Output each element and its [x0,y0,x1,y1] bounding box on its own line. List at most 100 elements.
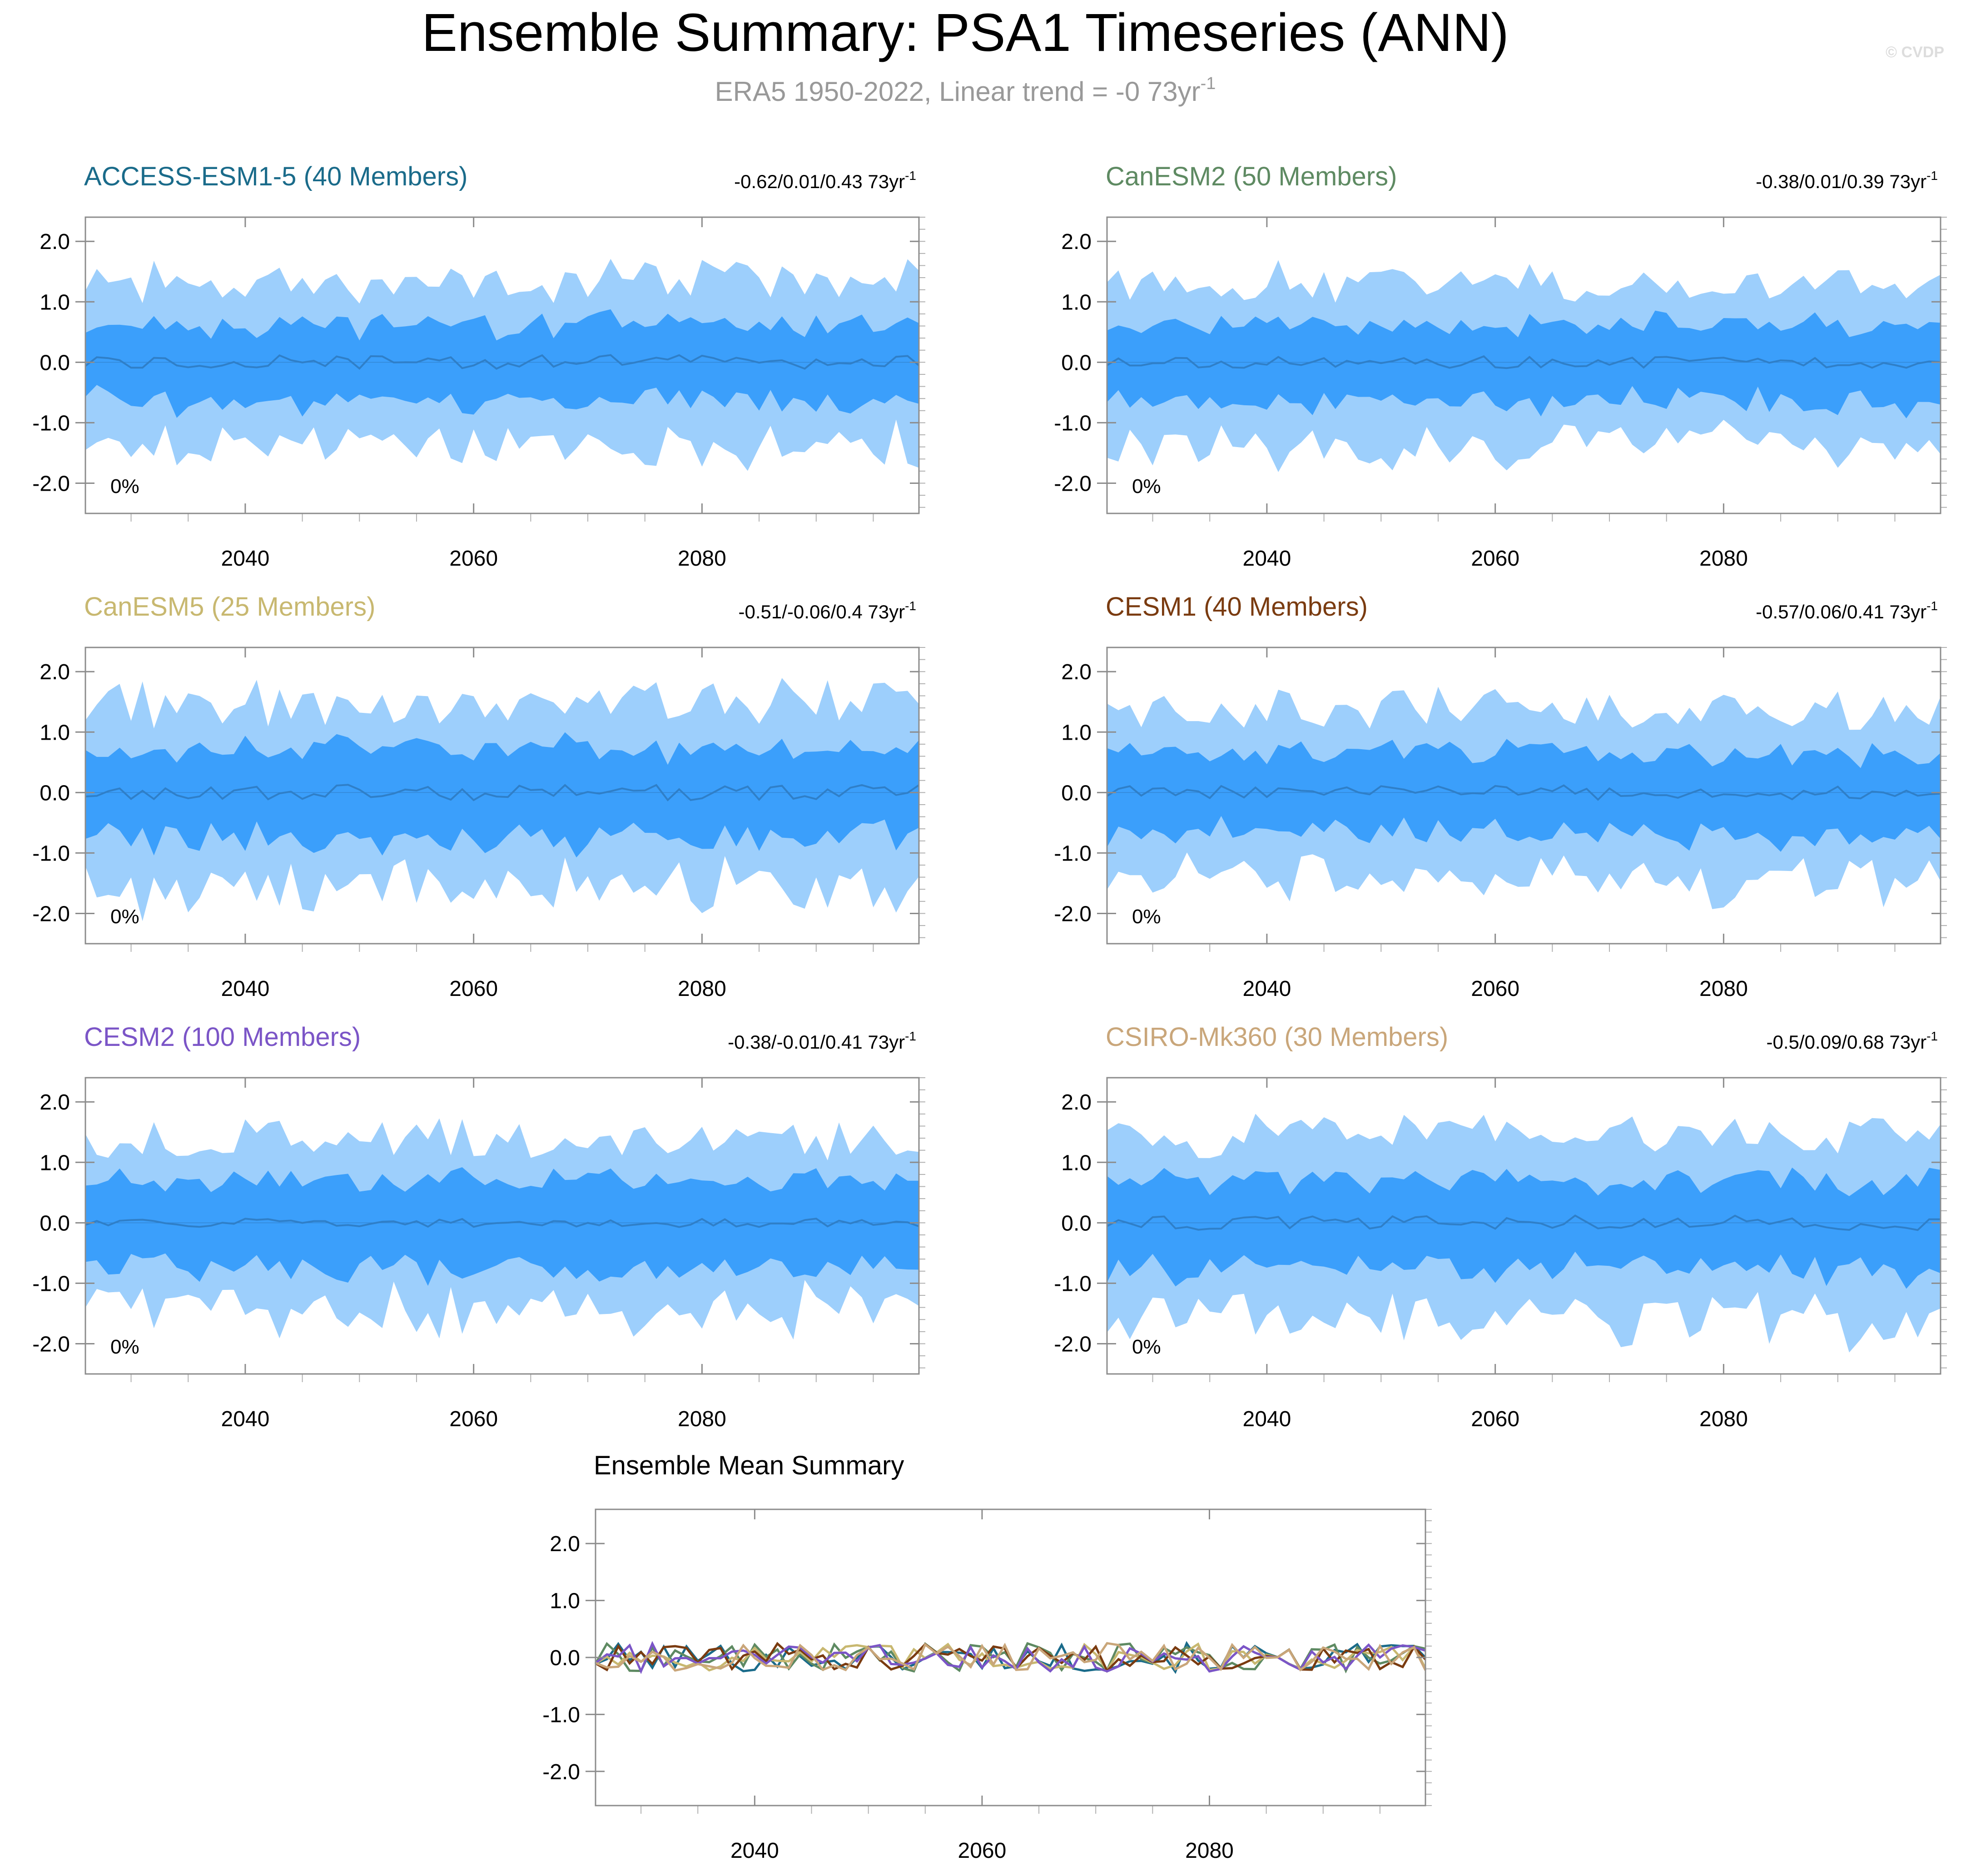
trend-value: -0.38/0.01/0.39 73yr [1756,171,1926,192]
y-tick-label: 0.0 [40,351,70,375]
trend-label: -0.62/0.01/0.43 73yr-1 [734,169,916,192]
x-tick-label: 2040 [1243,977,1291,1001]
panel-title: ACCESS-ESM1-5 (40 Members) [84,162,467,191]
plot-frame [84,216,920,514]
y-tick-label: 1.0 [550,1589,580,1613]
panel-title: CESM2 (100 Members) [84,1022,361,1052]
trend-label: -0.5/0.09/0.68 73yr-1 [1767,1029,1938,1053]
y-tick-label: 2.0 [40,660,70,684]
inner-spread-band [85,309,919,418]
y-tick-label: -1.0 [542,1703,580,1727]
x-tick-label: 2040 [1243,1407,1291,1431]
x-tick-label: 2060 [958,1839,1007,1863]
trend-value: -0.38/-0.01/0.41 73yr [728,1031,905,1053]
trend-superscript: -1 [905,599,916,613]
x-tick-label: 2080 [1185,1839,1234,1863]
trend-superscript: -1 [1926,169,1938,183]
x-tick-label: 2060 [449,1407,498,1431]
x-tick-label: 2060 [1471,1407,1519,1431]
y-tick-label: -2.0 [1054,472,1092,496]
plot-frame [84,647,920,945]
x-tick-label: 2080 [1699,977,1748,1001]
y-tick-label: 0.0 [1061,781,1092,805]
y-tick-label: -1.0 [32,411,70,435]
ensemble-mean-line [1107,1214,1941,1231]
x-tick-label: 2060 [449,977,498,1001]
y-tick-label: 2.0 [40,1090,70,1115]
x-tick-label: 2080 [1699,1407,1748,1431]
ensemble-mean-line [1106,784,1941,801]
trend-value: -0.5/0.09/0.68 73yr [1767,1031,1927,1053]
ensemble-mean-line [84,354,920,370]
y-tick-label: 1.0 [1061,290,1092,314]
percent-label: 0% [110,475,139,498]
ensemble-mean-line [85,1218,919,1228]
trend-superscript: -1 [1926,1029,1938,1043]
plot-frame [1106,216,1941,514]
subtitle: ERA5 1950-2022, Linear trend = -0 73yr-1 [715,74,1216,107]
x-tick-label: 2040 [221,977,270,1001]
y-tick-label: -1.0 [1054,1272,1092,1296]
y-tick-label: 0.0 [550,1646,580,1670]
x-tick-label: 2040 [730,1839,779,1863]
ensemble-mean-line [85,784,920,801]
y-tick-label: 2.0 [1061,230,1092,254]
percent-label: 0% [1132,906,1161,928]
y-tick-label: 2.0 [1061,1090,1092,1115]
main-title: Ensemble Summary: PSA1 Timeseries (ANN) [422,3,1509,63]
inner-spread-band [85,1167,919,1286]
y-tick-label: -2.0 [32,1332,70,1356]
trend-label: -0.38/0.01/0.39 73yr-1 [1756,169,1938,192]
x-tick-label: 2040 [221,547,270,571]
x-tick-label: 2060 [1471,977,1519,1001]
y-tick-label: -2.0 [32,902,70,926]
inner-spread-band [1107,739,1941,852]
trend-superscript: -1 [1926,599,1938,613]
subtitle-text: ERA5 1950-2022, Linear trend = -0 73yr [715,76,1201,107]
inner-spread-band [1107,1167,1941,1289]
panel-title: CanESM5 (25 Members) [84,592,375,622]
chart-panel: 2.0 1.0 0.0 -1.0 -2.0 2040 2060 2080 CanESM2 (50… [1054,162,1947,571]
y-tick-label: -1.0 [32,1272,70,1296]
y-tick-label: -2.0 [1054,1332,1092,1356]
x-tick-label: 2080 [678,1407,726,1431]
charts-container: 2.0 1.0 0.0 -1.0 -2.0 2040 2060 2080 ACCESS-ESM1… [32,162,1947,1863]
chart-panel: 2.0 1.0 0.0 -1.0 -2.0 2040 2060 2080 ACCESS-ESM1… [32,162,925,571]
ensemble-mean-panel: 2.0 1.0 0.0 -1.0 -2.0 2040 2060 2080 Ensemble Me… [542,1451,1432,1863]
ensemble-mean-title: Ensemble Mean Summary [594,1451,904,1480]
trend-value: -0.51/-0.06/0.4 73yr [739,601,905,622]
ensemble-mean-line [1106,355,1941,369]
chart-panel: 2.0 1.0 0.0 -1.0 -2.0 2040 2060 2080 CanESM5 (25… [32,592,925,1001]
y-tick-label: -2.0 [542,1760,580,1784]
y-tick-label: -1.0 [1054,411,1092,435]
watermark: © CVDP [1886,44,1944,61]
plot-frame [84,1077,920,1375]
percent-label: 0% [110,1336,139,1358]
inner-spread-band [1107,310,1941,418]
percent-label: 0% [110,906,139,928]
y-tick-label: 1.0 [40,1151,70,1175]
panel-title: CSIRO-Mk360 (30 Members) [1106,1022,1448,1052]
x-tick-label: 2080 [678,547,726,571]
y-tick-label: 0.0 [1061,1211,1092,1235]
x-tick-label: 2060 [1471,547,1519,571]
y-tick-label: 1.0 [40,290,70,314]
plot-frame [595,1508,1426,1806]
inner-spread-band [85,732,919,858]
x-tick-label: 2060 [449,547,498,571]
y-tick-label: 2.0 [40,230,70,254]
series-line [595,1641,1426,1674]
y-tick-label: 1.0 [1061,1151,1092,1175]
subtitle-superscript: -1 [1201,74,1216,93]
y-tick-label: -2.0 [1054,902,1092,926]
y-tick-label: 2.0 [1061,660,1092,684]
y-tick-label: 0.0 [40,781,70,805]
trend-superscript: -1 [905,1029,916,1043]
percent-label: 0% [1132,1336,1161,1358]
trend-value: -0.62/0.01/0.43 73yr [734,171,905,192]
trend-label: -0.57/0.06/0.41 73yr-1 [1756,599,1938,622]
chart-panel: 2.0 1.0 0.0 -1.0 -2.0 2040 2060 2080 CESM1 (40 M… [1054,592,1947,1001]
chart-panel: 2.0 1.0 0.0 -1.0 -2.0 2040 2060 2080 CESM2 (100 … [32,1022,925,1431]
trend-value: -0.57/0.06/0.41 73yr [1756,601,1926,622]
